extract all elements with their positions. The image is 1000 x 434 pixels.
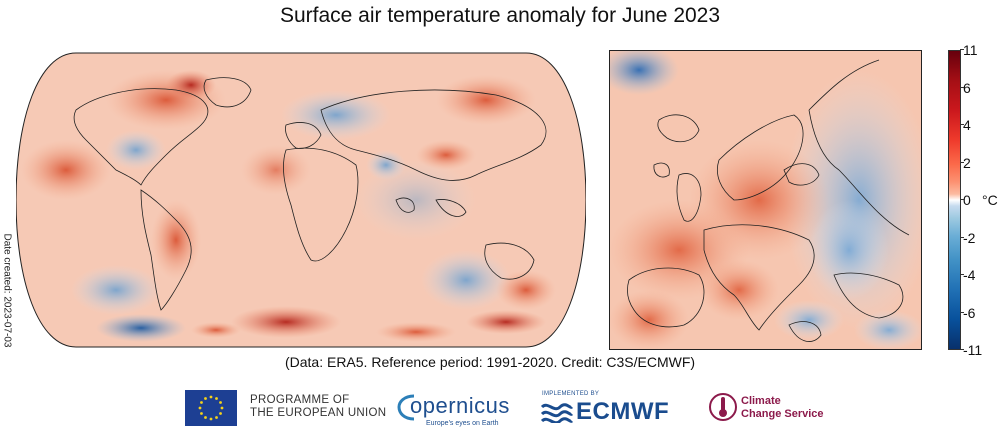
copernicus-tagline: Europe's eyes on Earth [426, 420, 499, 427]
eu-star-icon [219, 412, 222, 415]
date-created-label: Date created: 2023-07-03 [1, 233, 13, 348]
ecmwf-implemented-label: IMPLEMENTED BY [542, 391, 600, 397]
credit-caption: (Data: ERA5. Reference period: 1991-2020… [284, 354, 696, 370]
eu-star-icon [204, 416, 207, 419]
copernicus-name: opernicus [410, 393, 510, 418]
colorbar-tick-label: 6 [960, 79, 971, 96]
eu-star-icon [198, 406, 202, 410]
colorbar-tick-label: 0 [960, 192, 971, 208]
eu-star-icon [200, 412, 203, 415]
colorbar [948, 50, 961, 350]
eu-star-icon [209, 417, 213, 421]
eu-star-icon [209, 395, 213, 399]
colorbar-tick-label: 2 [960, 154, 971, 171]
eu-star-icon [215, 397, 218, 400]
eu-flag-icon [185, 390, 237, 426]
colorbar-unit: °C [982, 192, 998, 208]
copernicus-arc-icon [397, 394, 415, 421]
colorbar-tick-label: -2 [959, 229, 976, 246]
europe-anomaly-map [609, 50, 922, 350]
eu-star-icon [220, 406, 224, 410]
colorbar-tick-label: 4 [960, 117, 971, 133]
eu-star-icon [219, 401, 222, 404]
eu-line-1: PROGRAMME OF [250, 394, 350, 406]
chart-title: Surface air temperature anomaly for June… [279, 4, 721, 27]
colorbar-tick-label: -6 [959, 304, 976, 321]
colorbar-tick-label: -4 [959, 267, 976, 283]
world-anomaly-map [16, 52, 586, 348]
eu-star-icon [215, 416, 218, 419]
eu-star-icon [200, 401, 203, 404]
c3s-line-1: Climate [741, 395, 781, 407]
thermometer-icon [709, 393, 737, 421]
copernicus-logo: opernicus Europe's eyes on Earth [396, 388, 526, 430]
colorbar-tick-label: 11 [960, 42, 978, 58]
c3s-line-2: Change Service [741, 408, 824, 420]
c3s-label: Climate Change Service [741, 395, 824, 421]
colorbar-tick-label: -11 [959, 342, 983, 358]
logos-bar: PROGRAMME OF THE EUROPEAN UNION opernicu… [0, 386, 1000, 430]
ecmwf-name: ECMWF [576, 398, 670, 425]
eu-line-2: THE EUROPEAN UNION [250, 407, 387, 419]
eu-programme-label: PROGRAMME OF THE EUROPEAN UNION [250, 394, 386, 420]
ecmwf-wave-icon [540, 403, 574, 423]
eu-star-icon [204, 397, 207, 400]
